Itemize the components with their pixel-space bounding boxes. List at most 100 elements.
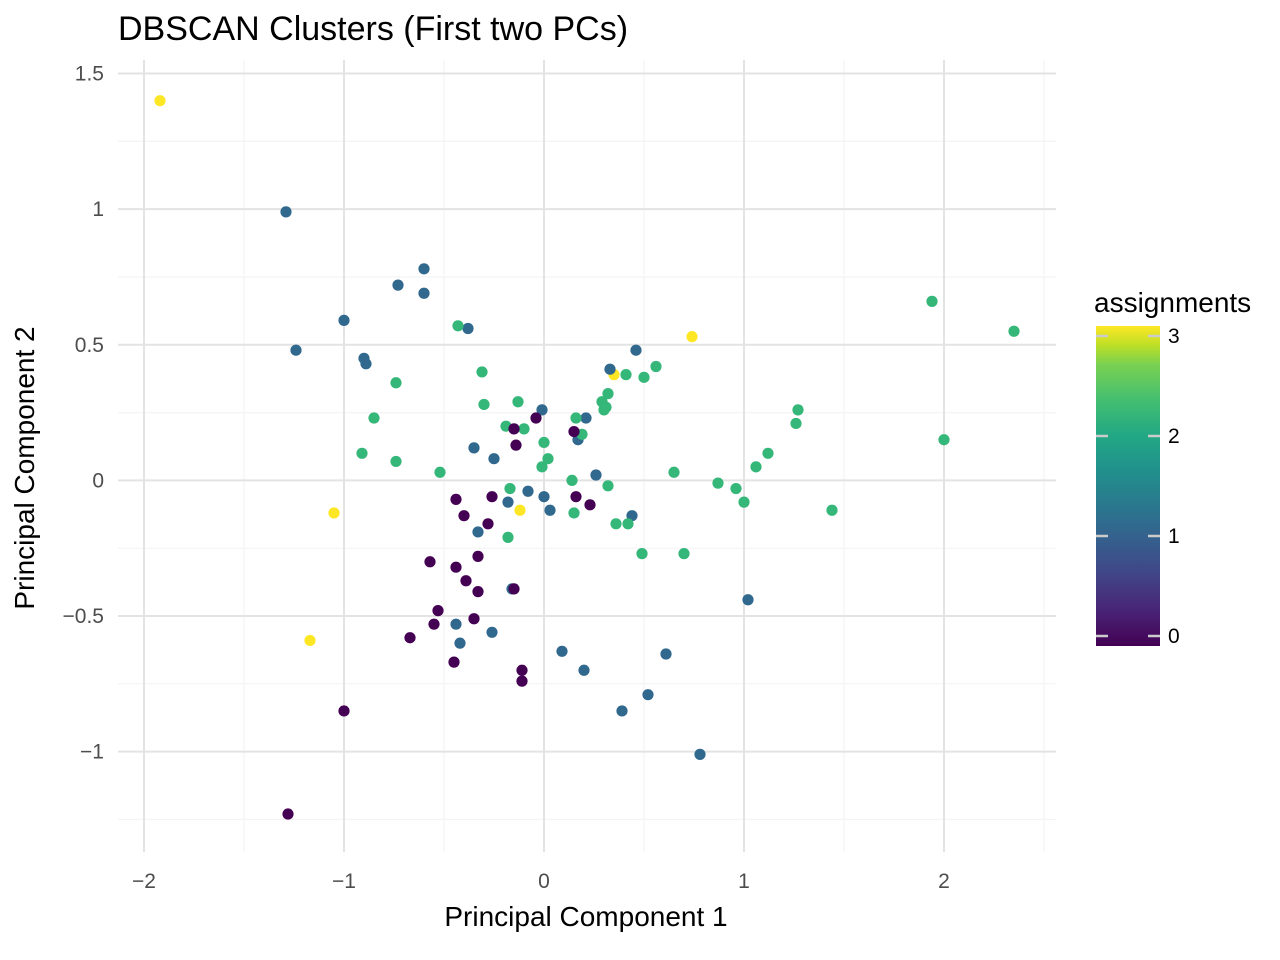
data-point — [404, 632, 416, 644]
y-axis-title: Principal Component 2 — [9, 326, 40, 609]
data-point — [304, 634, 316, 647]
data-point — [536, 404, 548, 416]
y-tick-label: 1 — [92, 198, 104, 221]
data-point — [1008, 325, 1020, 337]
data-point — [476, 366, 488, 378]
data-point — [360, 358, 372, 370]
data-point — [508, 423, 520, 435]
data-point — [450, 493, 462, 505]
y-tick-label: 0.5 — [75, 334, 104, 357]
colorbar-tick-label: 2 — [1168, 425, 1180, 448]
colorbar-tick-label: 3 — [1168, 325, 1180, 348]
data-point — [602, 480, 614, 492]
data-point — [622, 518, 634, 530]
data-point — [762, 447, 774, 459]
data-point — [604, 363, 616, 375]
data-point — [522, 485, 534, 497]
data-point — [826, 504, 838, 516]
data-point — [578, 664, 590, 676]
data-point — [328, 507, 340, 519]
data-point — [452, 320, 464, 332]
data-point — [448, 656, 460, 668]
y-tick-label: 0 — [92, 469, 104, 492]
data-point — [460, 575, 472, 587]
data-point — [290, 344, 302, 356]
data-point — [502, 531, 514, 543]
data-point — [600, 401, 612, 413]
data-point — [434, 466, 446, 478]
data-point — [792, 404, 804, 416]
data-point — [450, 618, 462, 630]
legend-title: assignments — [1094, 287, 1251, 318]
data-point — [458, 510, 470, 522]
data-point — [678, 548, 690, 560]
data-point — [650, 360, 662, 373]
colorbar — [1096, 326, 1160, 646]
data-point — [730, 482, 742, 495]
data-point — [694, 748, 706, 760]
data-point — [390, 455, 402, 468]
data-point — [566, 474, 578, 487]
x-tick-label: −2 — [132, 870, 156, 893]
data-point — [620, 369, 632, 381]
data-point — [472, 586, 484, 598]
data-point — [392, 279, 404, 291]
grid — [118, 60, 1056, 852]
data-point — [570, 412, 582, 424]
colorbar-tick-label: 0 — [1168, 625, 1180, 648]
data-point — [154, 95, 166, 107]
data-point — [530, 412, 542, 424]
data-point — [580, 412, 592, 424]
data-point — [638, 371, 650, 383]
x-axis-title: Principal Component 1 — [444, 901, 727, 932]
data-point — [516, 664, 528, 676]
data-point — [514, 504, 526, 516]
colorbar-tick-label: 1 — [1168, 525, 1180, 548]
data-point — [338, 314, 350, 326]
data-point — [282, 808, 294, 820]
data-point — [478, 398, 490, 411]
data-point — [570, 491, 582, 503]
data-point — [790, 417, 802, 430]
data-point — [610, 518, 622, 530]
data-point — [584, 499, 596, 511]
data-point — [510, 439, 522, 451]
data-point — [486, 491, 498, 503]
data-point — [590, 469, 602, 481]
data-point — [502, 496, 514, 508]
y-axis-ticks: −1 −0.5 0 0.5 1 1.5 — [63, 63, 104, 764]
data-point — [482, 518, 494, 530]
data-point — [390, 377, 402, 389]
x-tick-label: 1 — [738, 870, 750, 893]
data-point — [424, 556, 436, 568]
data-point — [568, 425, 580, 438]
data-point — [712, 477, 724, 489]
data-point — [636, 548, 648, 560]
data-point — [450, 561, 462, 573]
data-point — [630, 344, 642, 356]
x-tick-label: 2 — [938, 870, 950, 893]
x-tick-label: 0 — [538, 870, 550, 893]
colorbar-ticks: 0 1 2 3 — [1096, 325, 1180, 648]
data-point — [508, 583, 520, 595]
data-point — [468, 442, 480, 454]
data-point — [486, 626, 498, 638]
data-point — [428, 618, 440, 630]
data-point — [660, 648, 672, 660]
data-point — [518, 423, 530, 435]
data-point — [512, 396, 524, 408]
y-tick-label: −1 — [80, 741, 104, 764]
data-point — [686, 331, 698, 343]
data-point — [338, 705, 350, 717]
data-point — [472, 526, 484, 538]
data-point — [536, 461, 548, 473]
x-tick-label: −1 — [332, 870, 356, 893]
data-point — [568, 507, 580, 519]
data-point — [602, 388, 614, 400]
x-axis-ticks: −2 −1 0 1 2 — [132, 870, 950, 893]
y-tick-label: −0.5 — [63, 605, 104, 628]
data-point — [472, 550, 484, 562]
data-points — [154, 95, 1020, 820]
